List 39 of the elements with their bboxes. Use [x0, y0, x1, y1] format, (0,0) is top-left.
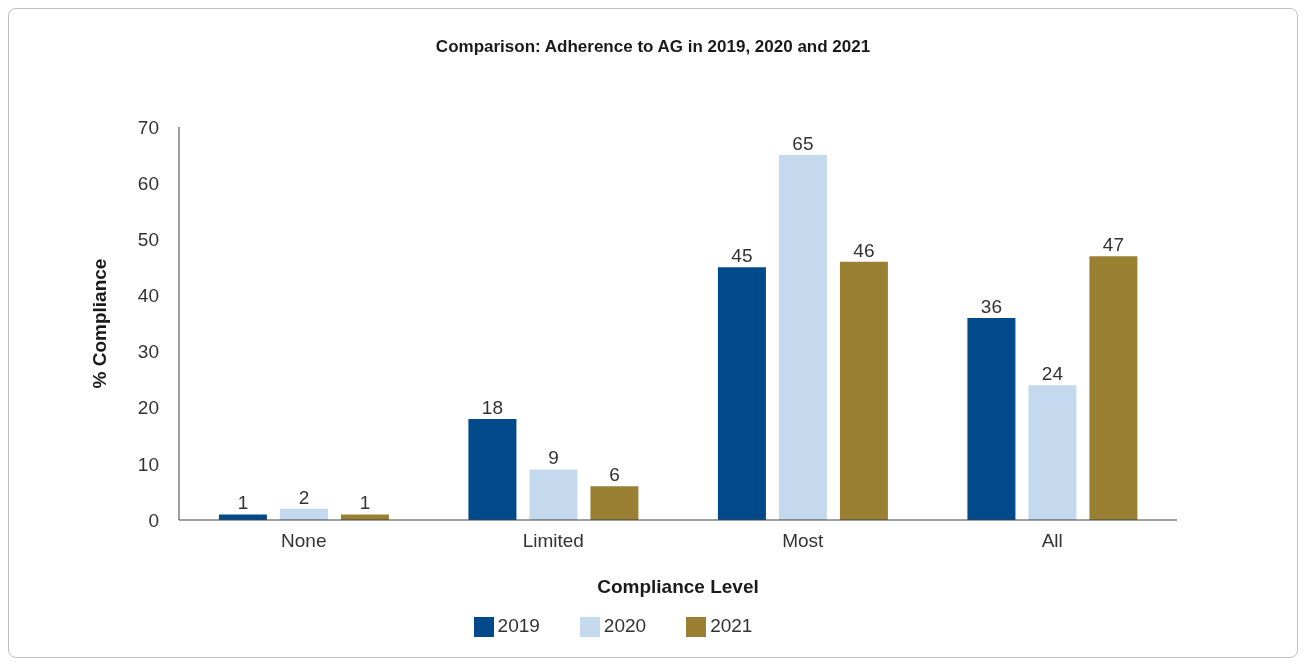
x-tick-label: None: [281, 530, 327, 552]
data-label: 36: [980, 295, 1002, 317]
y-tick-label: 0: [148, 509, 159, 531]
data-label: 2: [298, 486, 310, 508]
bar: [1089, 256, 1138, 520]
data-label: 1: [359, 492, 371, 514]
y-tick-label: 70: [137, 116, 159, 138]
data-label: 65: [792, 133, 814, 155]
y-tick-label: 40: [137, 285, 159, 307]
bar: [717, 267, 766, 520]
x-tick-label: Limited: [522, 530, 584, 552]
data-label: 24: [1041, 363, 1064, 385]
y-tick-label: 20: [137, 397, 159, 419]
data-label: 18: [481, 396, 503, 418]
data-label: 1: [237, 492, 249, 514]
y-tick-label: 50: [137, 229, 159, 251]
y-tick-label: 30: [137, 341, 159, 363]
legend-label: 2019: [497, 615, 540, 636]
bar: [1028, 385, 1077, 520]
data-label: 47: [1102, 234, 1124, 256]
bar: [529, 469, 578, 520]
data-label: 45: [731, 245, 753, 267]
x-axis-title: Compliance Level: [597, 576, 759, 597]
bar: [590, 486, 639, 520]
x-tick-label: All: [1041, 530, 1063, 552]
data-label: 46: [853, 239, 875, 261]
y-tick-label: 60: [137, 172, 159, 194]
legend-label: 2021: [710, 615, 753, 636]
data-label: 9: [548, 447, 559, 469]
data-label: 6: [609, 464, 620, 486]
y-tick-label: 10: [137, 453, 159, 475]
chart-title: Comparison: Adherence to AG in 2019, 2020 and 2021: [434, 37, 872, 57]
x-tick-label: Most: [782, 530, 825, 552]
bar: [778, 155, 827, 520]
bar: [967, 317, 1016, 520]
bar: [839, 261, 888, 520]
bar: [468, 418, 517, 520]
y-axis-title: % Compliance: [88, 258, 110, 389]
legend-label: 2020: [603, 615, 647, 636]
